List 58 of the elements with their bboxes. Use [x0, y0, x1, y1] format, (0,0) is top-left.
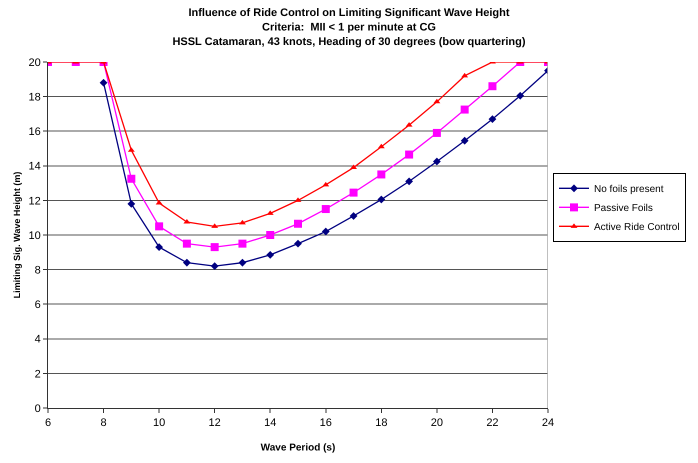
- point: [488, 82, 496, 90]
- y-tick-label: 16: [28, 126, 41, 138]
- y-tick-label: 18: [28, 91, 41, 104]
- point: [294, 220, 302, 228]
- point: [238, 240, 246, 248]
- y-axis-title: Limiting Sig. Wave Height (m): [12, 172, 22, 298]
- x-tick-label: 18: [375, 417, 388, 430]
- point: [488, 115, 496, 123]
- point: [516, 92, 524, 100]
- x-tick-label: 14: [264, 417, 276, 430]
- point: [155, 222, 164, 230]
- point: [432, 128, 441, 137]
- y-tick-label: 12: [28, 195, 41, 208]
- legend-label: Passive Foils: [594, 203, 653, 214]
- point: [405, 150, 414, 159]
- x-tick-label: 22: [486, 417, 499, 430]
- legend-label: No foils present: [594, 184, 664, 196]
- point: [182, 258, 191, 267]
- point: [127, 174, 136, 183]
- point: [350, 212, 358, 220]
- point: [100, 78, 108, 87]
- y-tick-label: 14: [28, 160, 41, 173]
- point: [294, 240, 302, 248]
- x-axis-title: Wave Period (s): [260, 442, 336, 454]
- y-tick-label: 8: [34, 264, 41, 276]
- point: [460, 106, 469, 114]
- x-tick-label: 20: [430, 417, 444, 430]
- chart-title: Influence of Ride Control on Limiting Significant Wave Height Criteria: MII < 1 per minute at CG HSSL Catamaran, 43 knots, Heading of 30 degrees (bow quartering): [172, 7, 526, 48]
- point: [350, 188, 358, 197]
- y-tick-label: 0: [34, 402, 41, 415]
- x-tick-label: 16: [320, 417, 332, 430]
- legend-label: Active Ride Control: [594, 222, 680, 234]
- point: [210, 262, 219, 270]
- point: [405, 177, 414, 186]
- y-tick-label: 20: [28, 56, 41, 69]
- point: [432, 158, 441, 166]
- point: [377, 196, 386, 204]
- point: [266, 251, 274, 259]
- y-tick-label: 10: [28, 230, 41, 242]
- point: [127, 200, 136, 208]
- point: [182, 240, 191, 248]
- point: [210, 243, 219, 252]
- point: [460, 136, 469, 145]
- y-tick-label: 2: [34, 368, 41, 380]
- point: [377, 170, 386, 178]
- point: [294, 197, 302, 202]
- point: [266, 231, 274, 239]
- x-tick-label: 12: [208, 417, 221, 430]
- y-tick-label: 6: [34, 299, 41, 312]
- point: [322, 205, 330, 214]
- x-tick-label: 10: [152, 417, 166, 430]
- point: [322, 228, 330, 236]
- point: [155, 243, 164, 252]
- x-tick-label: 6: [44, 417, 52, 430]
- point: [238, 258, 246, 267]
- x-tick-label: 8: [100, 417, 107, 430]
- x-tick-label: 24: [542, 417, 554, 430]
- y-tick-label: 4: [34, 334, 41, 346]
